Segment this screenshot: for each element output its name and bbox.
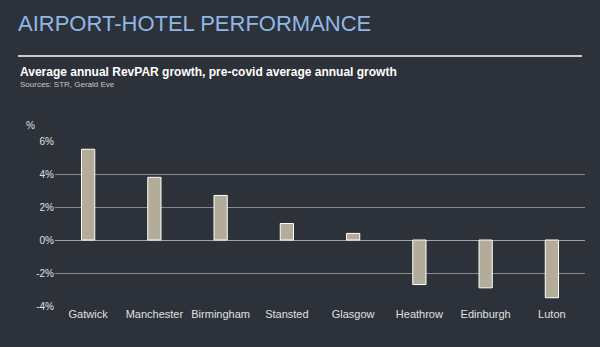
- svg-text:Heathrow: Heathrow: [396, 308, 443, 320]
- svg-text:4%: 4%: [40, 169, 55, 180]
- svg-text:Luton: Luton: [538, 308, 566, 320]
- svg-text:Stansted: Stansted: [265, 308, 308, 320]
- svg-text:-4%: -4%: [36, 301, 54, 312]
- svg-text:%: %: [26, 120, 35, 131]
- svg-text:AIRPORT-HOTEL PERFORMANCE: AIRPORT-HOTEL PERFORMANCE: [18, 11, 371, 36]
- svg-text:2%: 2%: [40, 202, 55, 213]
- svg-text:0%: 0%: [40, 235, 55, 246]
- svg-text:-2%: -2%: [36, 268, 54, 279]
- svg-text:Glasgow: Glasgow: [332, 308, 375, 320]
- svg-text:Sources: STR, Gerald Eve: Sources: STR, Gerald Eve: [20, 80, 115, 89]
- svg-text:6%: 6%: [40, 136, 55, 147]
- svg-text:Gatwick: Gatwick: [69, 308, 109, 320]
- svg-text:Edinburgh: Edinburgh: [461, 308, 511, 320]
- svg-text:Manchester: Manchester: [126, 308, 184, 320]
- svg-text:Birmingham: Birmingham: [191, 308, 250, 320]
- svg-text:Average annual RevPAR growth,: Average annual RevPAR growth, pre-covid …: [20, 65, 397, 79]
